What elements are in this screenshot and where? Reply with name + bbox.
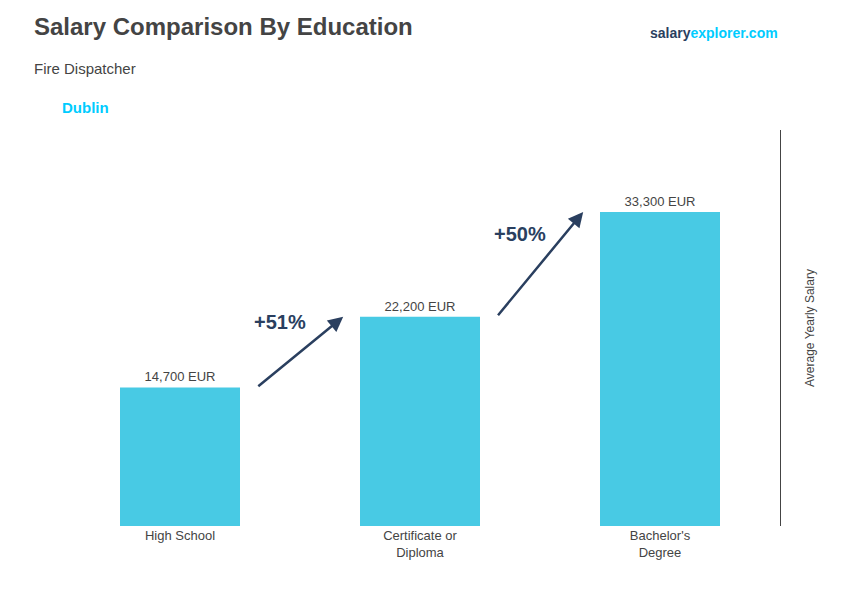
svg-text:Salary Comparison By Education: Salary Comparison By Education	[34, 13, 413, 40]
svg-text:14,700 EUR: 14,700 EUR	[145, 369, 216, 384]
svg-text:Average Yearly Salary: Average Yearly Salary	[803, 269, 817, 387]
svg-text:+50%: +50%	[494, 223, 546, 245]
svg-text:High School: High School	[145, 528, 215, 543]
svg-text:Bachelor'sDegree: Bachelor'sDegree	[630, 528, 691, 560]
svg-text:salaryexplorer.com: salaryexplorer.com	[650, 25, 778, 41]
svg-text:33,300 EUR: 33,300 EUR	[625, 194, 696, 209]
svg-text:Fire Dispatcher: Fire Dispatcher	[34, 60, 136, 77]
svg-text:+51%: +51%	[254, 311, 306, 333]
svg-text:Certificate orDiploma: Certificate orDiploma	[383, 528, 457, 560]
svg-text:22,200 EUR: 22,200 EUR	[385, 299, 456, 314]
svg-text:Dublin: Dublin	[62, 99, 109, 116]
